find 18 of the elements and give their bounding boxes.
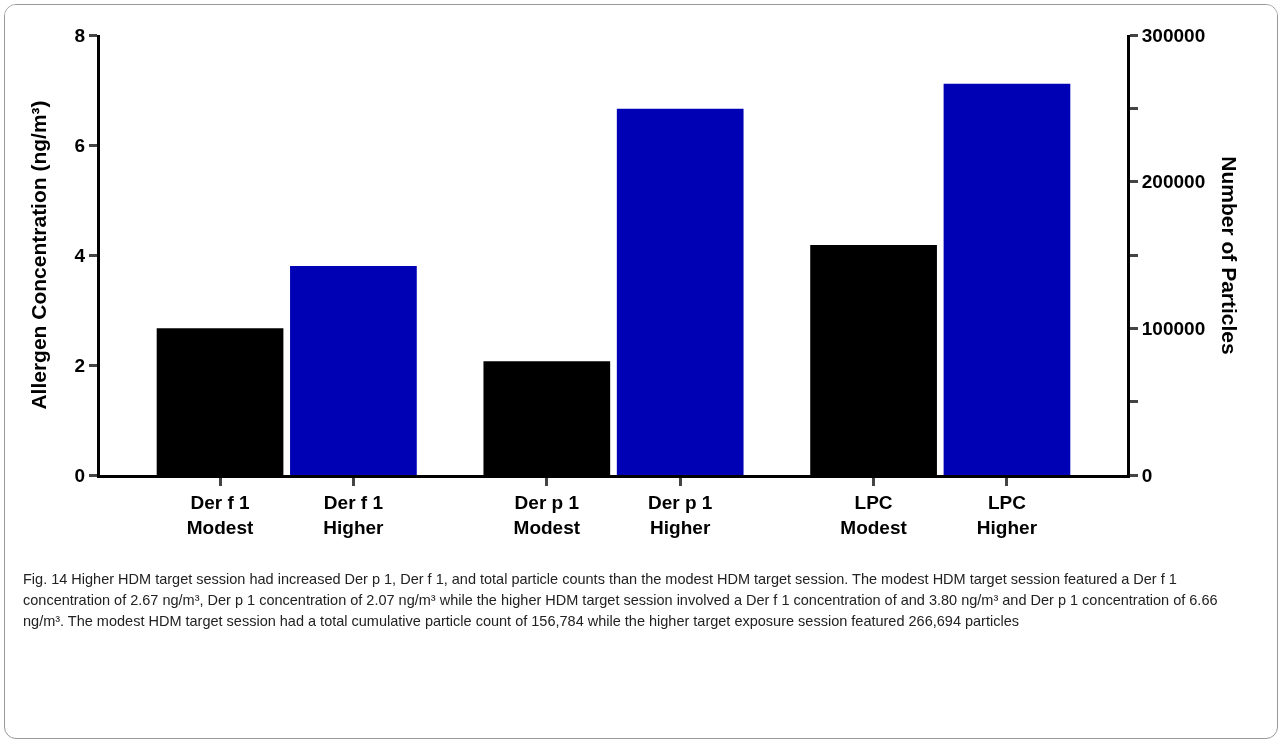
- y-tick-label: 2: [74, 354, 86, 376]
- y-tick-label: 0: [74, 464, 86, 486]
- x-tick-label: Der f 1 Modest: [186, 491, 254, 538]
- y-tick-label: 4: [74, 244, 86, 266]
- y-axis-title: Allergen Concentration (ng/m³): [27, 100, 50, 410]
- y2-axis-title: Number of Particles: [1217, 156, 1241, 355]
- y2-tick-label: 300000: [1141, 24, 1206, 46]
- y2-tick-label: 0: [1141, 464, 1153, 486]
- y2-tick-label: 100000: [1141, 317, 1206, 339]
- y-tick-label: 6: [74, 134, 86, 156]
- y-tick-label: 8: [74, 24, 86, 46]
- y2-tick-label: 200000: [1141, 171, 1206, 193]
- x-tick-label: LPC Higher: [976, 491, 1038, 538]
- x-tick-label: LPC Modest: [840, 491, 908, 538]
- x-tick-label: Der p 1 Higher: [647, 491, 713, 538]
- caption: Fig. 14 Higher HDM target session had increased Der p 1, Der f 1, and total particle counts than the modest HDM target session. The modest HDM target session featured a Der f 1 concentration of 2.67 ng/m³, Der p 1 concentration of 2.07 ng/m³ while the higher HDM target session involved a Der f 1 concentration of and 3.80 ng/m³ and Der p 1 concentration of 6.66 ng/m³. The modest HDM target session had a total cumulative particle count of 156,784 while the higher target exposure session featured 266,694 particles: [23, 570, 1219, 632]
- x-tick-label: Der f 1 Higher: [323, 491, 385, 538]
- x-tick-label: Der p 1 Modest: [513, 491, 581, 538]
